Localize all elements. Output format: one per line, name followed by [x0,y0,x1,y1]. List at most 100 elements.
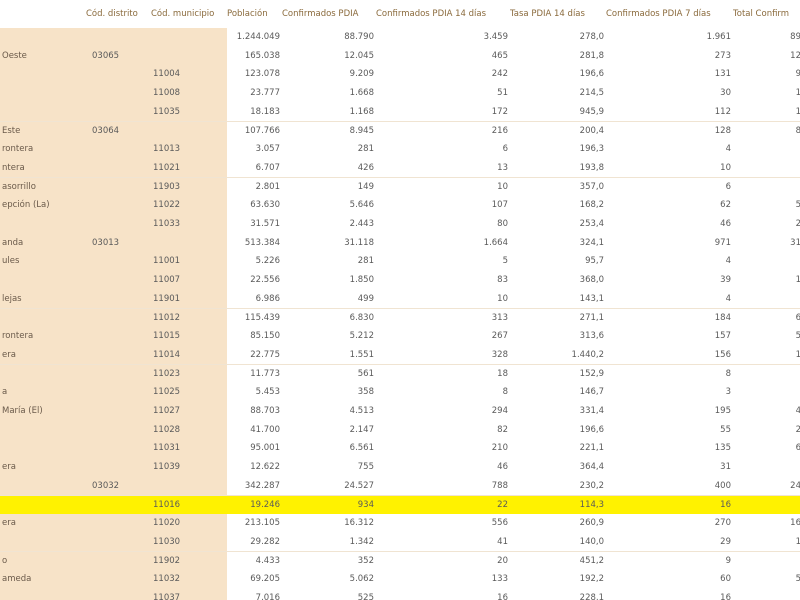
cell-c7[interactable]: 273 [714,50,731,61]
cell-distrito[interactable] [86,551,154,571]
cell-poblacion[interactable]: 23.777 [250,88,280,99]
cell-tasa14[interactable]: 368,0 [579,275,604,286]
cell-confirmados[interactable]: 2.443 [349,219,374,229]
header-tasa-14[interactable]: Tasa PDIA 14 días [510,9,585,19]
cell-poblacion[interactable]: 85.150 [250,331,280,342]
cell-poblacion[interactable]: 63.630 [250,200,280,211]
cell-total[interactable]: 1 [795,106,800,117]
cell-total[interactable]: 1 [795,349,800,360]
cell-c14[interactable]: 267 [491,331,508,342]
cell-c7[interactable]: 270 [714,518,731,529]
cell-distrito[interactable] [86,28,154,47]
cell-c14[interactable]: 13 [497,162,508,173]
cell-confirmados[interactable]: 1.551 [349,349,374,360]
cell-name[interactable] [0,102,86,122]
cell-tasa14[interactable]: 214,5 [579,88,604,99]
cell-confirmados[interactable]: 12.045 [344,50,374,61]
cell-poblacion[interactable]: 5.453 [255,387,280,398]
cell-c7[interactable]: 4 [725,256,731,267]
table-row[interactable]: lejas 11901 6.986 499 10 143,1 4 [0,289,800,310]
cell-poblacion[interactable]: 22.775 [250,349,280,360]
cell-poblacion[interactable]: 1.244.049 [236,32,280,42]
table-row[interactable]: era 11014 22.775 1.551 328 1.440,2 156 1 [0,345,800,366]
cell-c7[interactable]: 4 [725,144,731,155]
cell-tasa14[interactable]: 253,4 [579,219,604,229]
cell-total[interactable]: 5 [795,574,800,585]
cell-tasa14[interactable]: 95,7 [585,256,604,267]
cell-municipio[interactable]: 11016 [151,495,227,514]
cell-name[interactable]: era [0,345,86,365]
cell-municipio[interactable]: 11015 [151,327,227,346]
cell-c7[interactable]: 30 [720,88,731,99]
cell-municipio[interactable] [151,121,227,140]
cell-poblacion[interactable]: 22.556 [250,275,280,286]
cell-tasa14[interactable]: 114,3 [510,495,604,514]
cell-tasa14[interactable]: 143,1 [579,293,604,304]
cell-municipio[interactable] [151,28,227,47]
cell-c7[interactable]: 60 [720,574,731,585]
cell-confirmados[interactable]: 525 [357,593,374,600]
cell-confirmados[interactable]: 281 [357,144,374,155]
cell-confirmados[interactable]: 1.168 [349,106,374,117]
header-confirmados-pdia[interactable]: Confirmados PDIA [282,9,359,19]
cell-c14[interactable]: 216 [491,125,508,136]
cell-poblacion[interactable]: 123.078 [244,69,280,80]
cell-total[interactable]: 1 [795,88,800,99]
cell-municipio[interactable]: 11901 [151,289,227,309]
cell-total[interactable]: 9 [795,69,800,80]
table-row[interactable]: rontera 11013 3.057 281 6 196,3 4 [0,140,800,160]
table-row[interactable]: María (El) 11027 88.703 4.513 294 331,4 195 4 [0,402,800,422]
cell-poblacion[interactable]: 19.246 [227,495,280,514]
cell-name[interactable]: rontera [0,327,86,346]
cell-distrito[interactable] [86,177,154,197]
cell-tasa14[interactable]: 193,8 [579,162,604,173]
cell-total[interactable]: 31 [790,237,800,248]
cell-c7[interactable]: 131 [714,69,731,80]
cell-tasa14[interactable]: 324,1 [579,237,604,248]
cell-poblacion[interactable]: 7.016 [255,593,280,600]
cell-distrito[interactable] [86,158,154,178]
cell-c14[interactable]: 6 [502,144,508,155]
table-row[interactable]: 11008 23.777 1.668 51 214,5 30 1 [0,84,800,104]
table-row[interactable]: 11023 11.773 561 18 152,9 8 [0,364,800,385]
cell-c14[interactable]: 788 [491,480,508,491]
cell-distrito[interactable] [86,65,154,84]
cell-poblacion[interactable]: 165.038 [244,50,280,61]
cell-tasa14[interactable]: 152,9 [579,368,604,379]
cell-name[interactable] [0,439,86,458]
cell-poblacion[interactable]: 4.433 [255,555,280,566]
header-cod-distrito[interactable]: Cód. distrito [86,9,138,19]
cell-confirmados[interactable]: 6.830 [349,312,374,323]
cell-poblacion[interactable]: 342.287 [244,480,280,491]
cell-c14[interactable]: 133 [491,574,508,585]
cell-distrito[interactable] [86,327,154,346]
cell-name[interactable] [0,271,86,290]
cell-poblacion[interactable]: 6.707 [255,162,280,173]
cell-c14[interactable]: 83 [497,275,508,286]
cell-total[interactable] [733,290,800,309]
cell-municipio[interactable]: 11012 [151,308,227,327]
cell-municipio[interactable]: 11028 [151,420,227,440]
cell-distrito[interactable] [86,140,154,159]
cell-c14[interactable]: 18 [497,368,508,379]
cell-confirmados[interactable]: 1.668 [349,88,374,99]
cell-c7[interactable]: 4 [725,293,731,304]
cell-distrito[interactable]: 03064 [86,121,154,140]
cell-total[interactable] [733,552,800,571]
table-row[interactable]: 11037 7.016 525 16 228,1 16 [0,589,800,600]
cell-tasa14[interactable]: 1.440,2 [571,349,604,360]
cell-c14[interactable]: 5 [502,256,508,267]
cell-municipio[interactable] [151,476,227,496]
cell-total[interactable]: 16 [790,518,800,529]
cell-municipio[interactable]: 11035 [151,102,227,122]
cell-tasa14[interactable]: 260,9 [579,518,604,529]
cell-confirmados[interactable]: 6.561 [349,443,374,454]
cell-municipio[interactable] [151,46,227,66]
cell-distrito[interactable] [86,345,154,365]
cell-confirmados[interactable]: 5.062 [349,574,374,585]
cell-confirmados[interactable]: 24.527 [344,480,374,491]
cell-c14[interactable]: 82 [497,424,508,435]
cell-tasa14[interactable]: 221,1 [579,443,604,454]
table-row[interactable]: era 11039 12.622 755 46 364,4 31 [0,458,800,478]
cell-distrito[interactable] [86,271,154,290]
